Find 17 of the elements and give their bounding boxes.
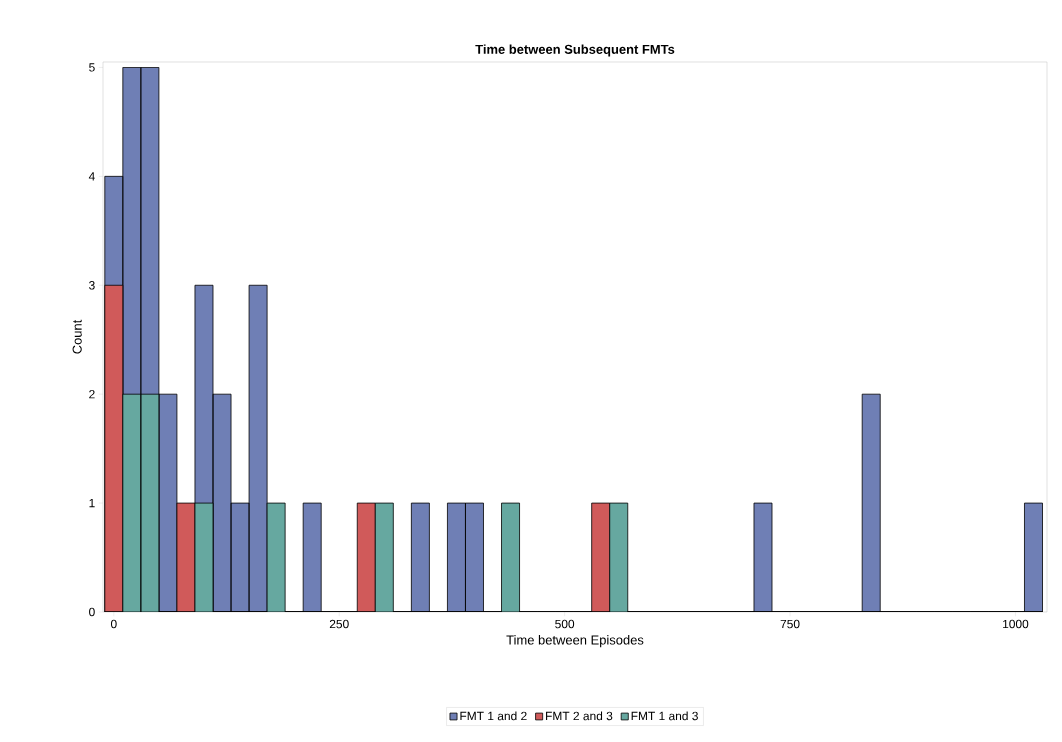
legend-label: FMT 2 and 3 <box>546 711 613 721</box>
y-tick-label: 4 <box>88 172 95 181</box>
y-tick-label: 0 <box>89 607 95 617</box>
y-axis-title: Count <box>72 319 82 354</box>
x-tick-label: 750 <box>780 619 800 629</box>
y-tick-label: 1 <box>89 498 95 508</box>
chart-title: Time between Subsequent FMTs <box>475 44 675 57</box>
y-tick-label: 2 <box>89 390 95 399</box>
legend-label: FMT 1 and 3 <box>631 711 698 721</box>
x-axis-title: Time between Episodes <box>506 635 644 648</box>
x-tick-label: 250 <box>329 619 349 629</box>
x-tick-label: 500 <box>555 619 575 629</box>
y-tick-label: 5 <box>89 63 95 72</box>
y-tick-label: 3 <box>89 281 95 290</box>
legend-label: FMT 1 and 2 <box>460 711 527 721</box>
x-tick-label: 0 <box>110 619 117 629</box>
x-tick-label: 1000 <box>1003 619 1029 629</box>
